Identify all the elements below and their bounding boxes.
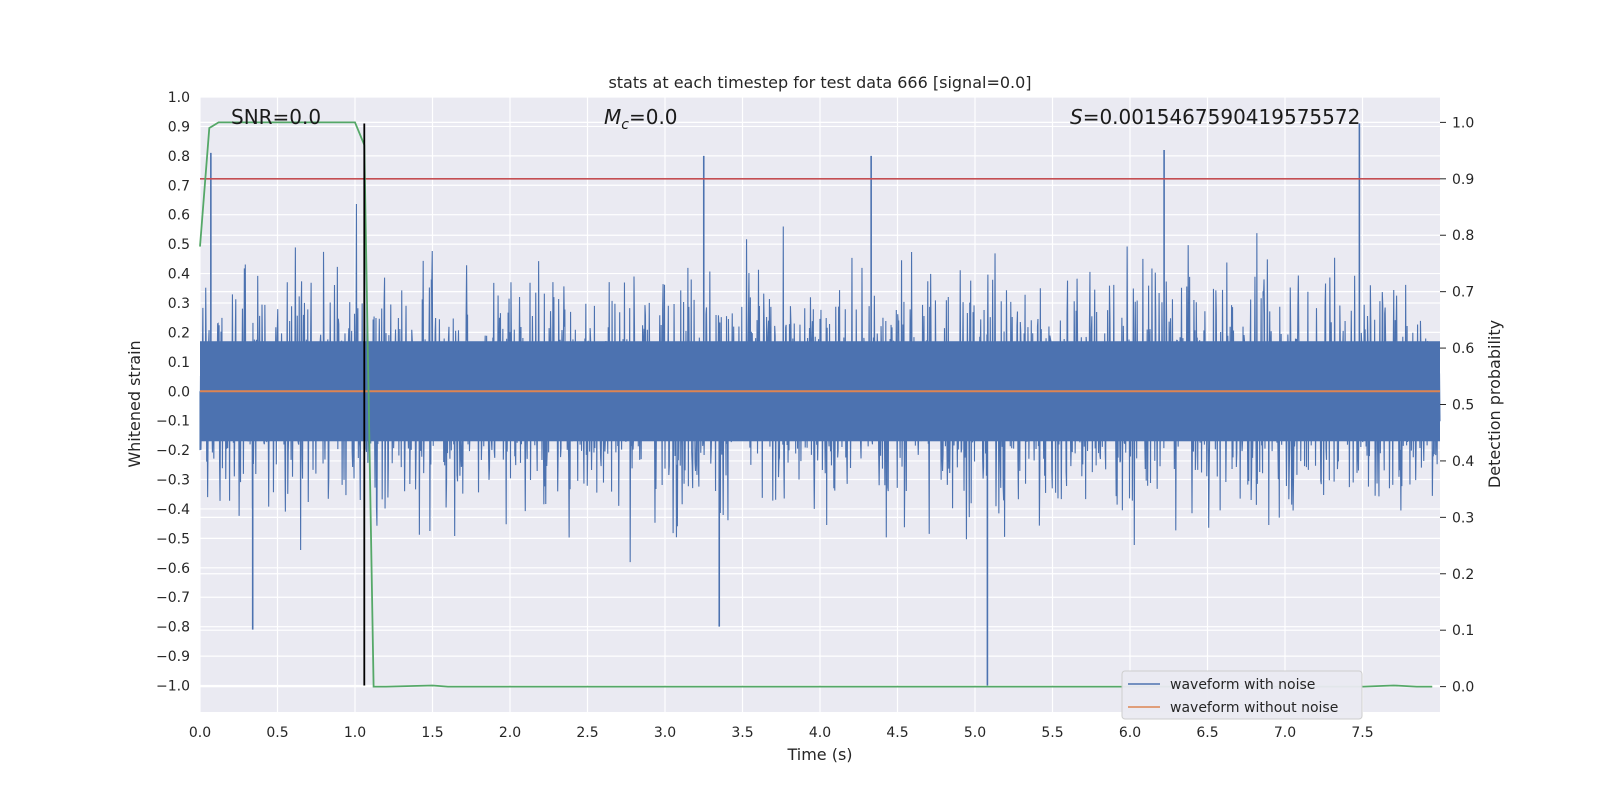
mc-value: =0.0 [629, 105, 678, 129]
x-tick-label: 6.5 [1196, 725, 1218, 741]
y-left-tick-label: −0.6 [156, 561, 190, 577]
mc-subscript: c [621, 117, 629, 133]
x-tick-label: 2.0 [499, 725, 521, 741]
y-left-tick-label: −0.3 [156, 473, 190, 489]
y-right-tick-label: 0.4 [1452, 454, 1474, 470]
snr-annotation: SNR=0.0 [231, 105, 321, 129]
x-tick-label: 4.0 [809, 725, 831, 741]
legend-label-clean: waveform without noise [1170, 700, 1338, 716]
y-left-tick-label: −0.2 [156, 443, 190, 459]
mc-symbol: M [604, 105, 621, 129]
x-tick-label: 2.5 [576, 725, 598, 741]
x-axis-label: Time (s) [786, 745, 852, 764]
y-left-tick-label: 0.3 [168, 296, 190, 312]
y-left-tick-label: 0.2 [168, 325, 190, 341]
x-tick-label: 7.0 [1274, 725, 1296, 741]
x-tick-label: 3.0 [654, 725, 676, 741]
y-left-tick-label: 0.8 [168, 149, 190, 165]
y-right-tick-label: 0.2 [1452, 567, 1474, 583]
y-left-tick-label: −1.0 [156, 679, 190, 695]
y-left-tick-label: −0.8 [156, 620, 190, 636]
y-left-tick-label: −0.5 [156, 531, 190, 547]
chart-title: stats at each timestep for test data 666… [608, 73, 1031, 92]
s-value: =0.0015467590419575572 [1083, 105, 1361, 129]
x-tick-label: 0.5 [266, 725, 288, 741]
y-left-tick-label: 0.7 [168, 178, 190, 194]
x-tick-label: 0.0 [189, 725, 211, 741]
x-tick-label: 4.5 [886, 725, 908, 741]
y-left-tick-label: 0.1 [168, 355, 190, 371]
legend-label-noise: waveform with noise [1170, 677, 1315, 693]
line-series [199, 121, 1440, 688]
x-tick-label: 3.5 [731, 725, 753, 741]
s-symbol: S [1070, 105, 1083, 129]
y-left-tick-label: −0.7 [156, 590, 190, 606]
y-left-tick-label: 0.9 [168, 119, 190, 135]
y-left-tick-label: 0.6 [168, 208, 190, 224]
x-tick-labels: 0.0 0.5 1.0 1.5 2.0 2.5 3.0 3.5 4.0 4.5 5.0 5.5 6.0 6… [189, 725, 1374, 741]
mc-annotation: Mc=0.0 [604, 105, 678, 133]
y-left-tick-labels: 1.0 0.9 0.8 0.7 0.6 0.5 0.4 0.3 0.2 0.1 0.0 −0.1 −0.… [156, 90, 190, 695]
x-tick-label: 5.0 [964, 725, 986, 741]
x-tick-label: 6.0 [1119, 725, 1141, 741]
y-axis-left-label: Whitened strain [125, 340, 144, 467]
x-tick-label: 1.5 [421, 725, 443, 741]
y-right-tick-label: 0.8 [1452, 228, 1474, 244]
y-right-tick-label: 0.3 [1452, 510, 1474, 526]
y-left-tick-label: 0.0 [168, 384, 190, 400]
y-right-tick-label: 0.5 [1452, 398, 1474, 414]
y-left-tick-label: −0.1 [156, 414, 190, 430]
x-tick-label: 7.5 [1351, 725, 1373, 741]
y-left-tick-label: 0.5 [168, 237, 190, 253]
y-right-tick-labels: 1.0 0.9 0.8 0.7 0.6 0.5 0.4 0.3 0.2 0.1 0.0 [1440, 115, 1474, 696]
y-left-tick-label: 0.4 [168, 267, 190, 283]
legend-box [1121, 670, 1363, 720]
y-right-tick-label: 1.0 [1452, 115, 1474, 131]
s-annotation: S=0.0015467590419575572 [1070, 105, 1360, 129]
y-axis-right-label: Detection probability [1485, 320, 1504, 488]
y-right-tick-label: 0.9 [1452, 172, 1474, 188]
y-left-tick-label: 1.0 [168, 90, 190, 106]
y-left-tick-label: −0.4 [156, 502, 190, 518]
y-right-tick-label: 0.0 [1452, 680, 1474, 696]
y-right-tick-label: 0.1 [1452, 623, 1474, 639]
y-right-tick-label: 0.7 [1452, 285, 1474, 301]
x-tick-label: 5.5 [1041, 725, 1063, 741]
x-tick-label: 1.0 [344, 725, 366, 741]
y-right-tick-label: 0.6 [1452, 341, 1474, 357]
legend: waveform with noise waveform without noi… [1121, 670, 1363, 720]
y-left-tick-label: −0.9 [156, 649, 190, 665]
